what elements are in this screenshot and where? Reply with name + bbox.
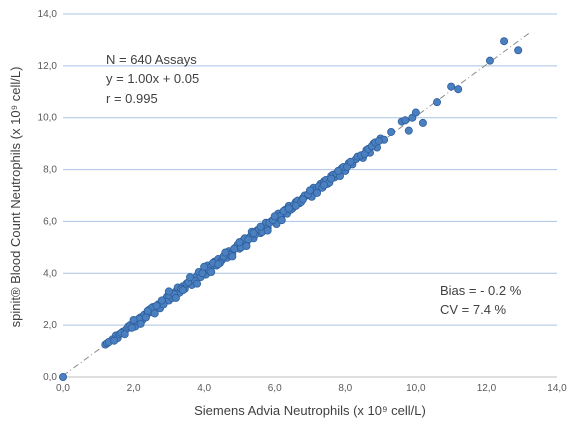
data-point [263,226,272,235]
data-point [200,262,209,271]
data-point [143,306,152,315]
data-point [129,315,138,324]
data-point [404,126,413,135]
data-point [207,267,216,276]
data-point [411,108,420,117]
data-point [235,238,244,247]
data-point [228,252,237,261]
y-tick-label: 4,0 [43,268,57,279]
data-point [59,372,68,381]
y-tick-label: 10,0 [38,113,58,124]
data-points [59,37,523,381]
x-tick-label: 10,0 [406,383,426,394]
data-point [214,260,223,269]
stats-line-n: N = 640 Assays [106,52,197,67]
cv-line: CV = 7.4 % [440,302,507,317]
data-point [256,222,265,231]
data-point [164,287,173,296]
x-tick-label: 0,0 [56,383,70,394]
data-point [387,127,396,136]
x-tick-label: 4,0 [197,383,211,394]
data-point [171,293,180,302]
data-point [320,181,329,190]
data-point [485,56,494,65]
data-point [447,82,456,91]
y-axis-title: spinit® Blood Count Neutrophils (x 10⁹ c… [8,67,23,328]
data-point [270,212,279,221]
data-point [514,46,523,55]
data-point [433,98,442,107]
data-point [186,273,195,282]
data-point [193,279,202,288]
data-point [230,244,239,253]
bias-annotation: Bias = - 0.2 % CV = 7.4 % [440,283,522,317]
data-point [221,248,230,257]
data-point [127,323,136,332]
data-point [120,330,129,339]
data-point [277,216,286,225]
data-point [242,242,251,251]
data-point [244,235,253,244]
data-point [298,195,307,204]
x-tick-label: 2,0 [127,383,141,394]
data-point [327,174,336,183]
y-tick-label: 8,0 [43,165,57,176]
data-point [136,319,145,328]
x-axis-title: Siemens Advia Neutrophils (x 10⁹ cell/L) [194,403,426,418]
data-point [500,37,509,46]
data-point [150,309,159,318]
y-tick-label: 12,0 [38,61,58,72]
y-tick-labels: 0,0 2,0 4,0 6,0 8,0 10,0 12,0 14,0 [38,9,58,383]
data-point [198,269,207,278]
data-point [291,201,300,210]
x-tick-label: 8,0 [338,383,352,394]
x-tick-label: 12,0 [477,383,497,394]
data-point [157,296,166,305]
data-point [284,204,293,213]
data-point [178,286,187,295]
data-point [249,229,258,238]
data-point [374,137,383,146]
data-point [454,85,463,94]
stats-line-r: r = 0.995 [106,91,158,106]
y-tick-label: 2,0 [43,320,57,331]
data-point [401,116,410,125]
data-point [418,118,427,127]
x-tick-label: 14,0 [547,383,567,394]
stats-line-equation: y = 1.00x + 0.05 [106,71,199,86]
y-tick-label: 6,0 [43,216,57,227]
gridlines [63,13,557,326]
data-point [346,157,355,166]
x-tick-label: 6,0 [268,383,282,394]
x-tick-labels: 0,0 2,0 4,0 6,0 8,0 10,0 12,0 14,0 [56,383,567,394]
data-point [110,336,119,345]
data-point [313,188,322,197]
data-point [141,313,150,322]
stats-annotation: N = 640 Assays y = 1.00x + 0.05 r = 0.99… [106,52,199,106]
bias-line: Bias = - 0.2 % [440,283,522,298]
data-point [334,166,343,175]
y-tick-label: 0,0 [43,372,57,383]
data-point [305,186,314,195]
y-tick-label: 14,0 [38,9,58,20]
